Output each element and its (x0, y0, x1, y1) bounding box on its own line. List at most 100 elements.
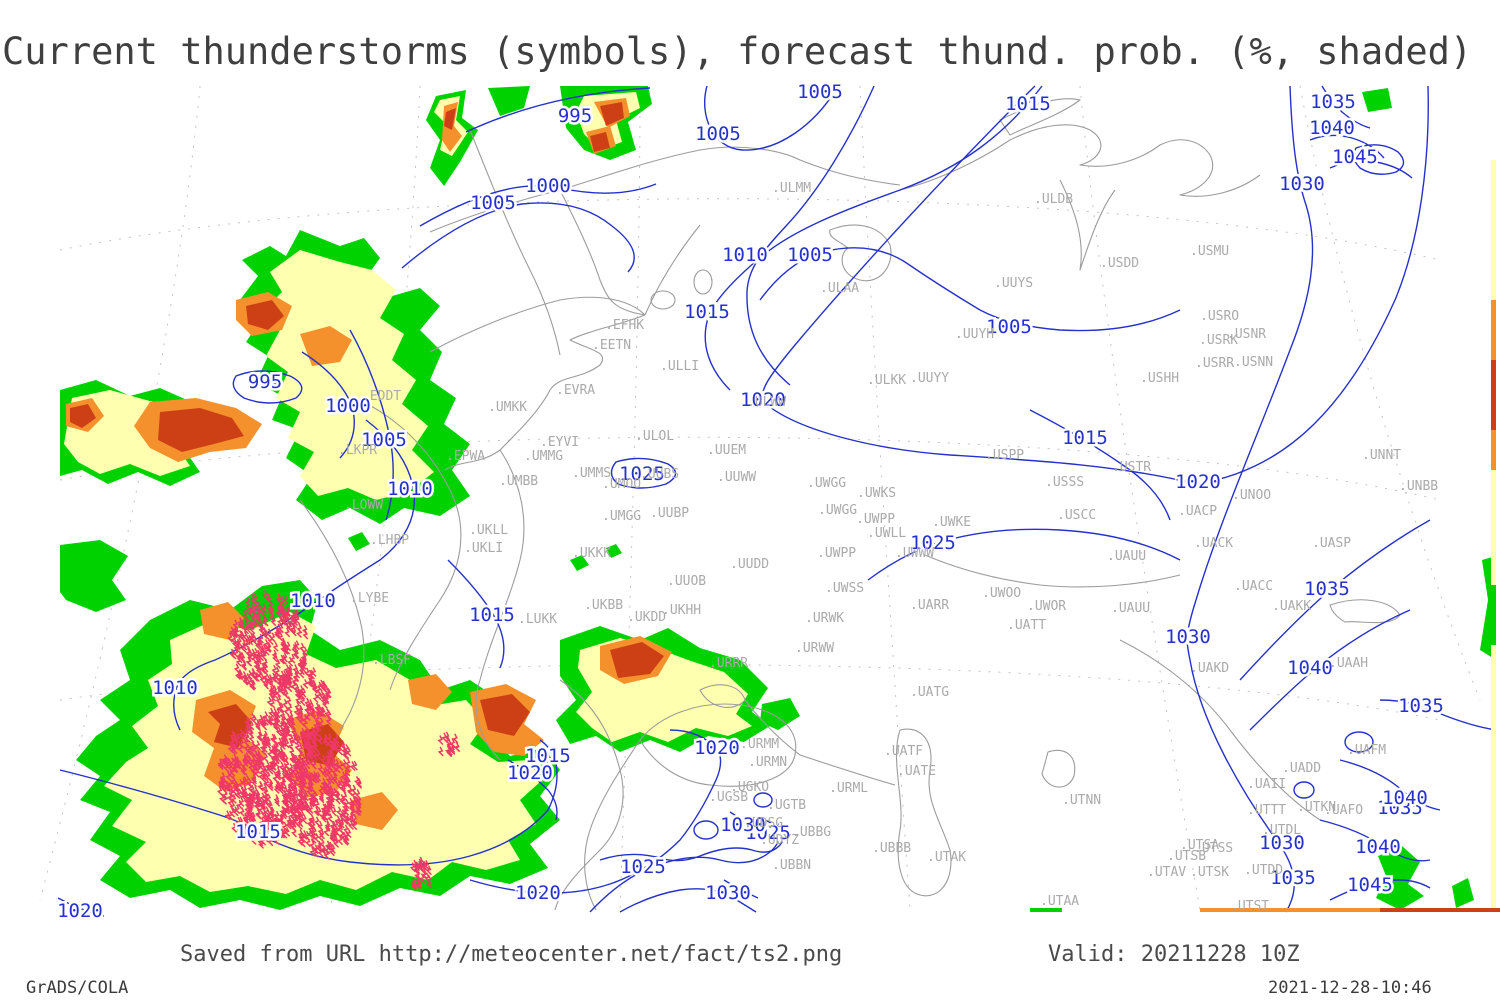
station-id-label: .UMGG (602, 509, 641, 524)
isobar-value-label: 1020 (507, 762, 553, 784)
coastline (693, 269, 713, 295)
isobar-contour (761, 85, 1429, 485)
station-id-label: .UTKN (1297, 800, 1336, 815)
station-id-label: .UWSS (825, 581, 864, 596)
station-id-label: .LHBP (370, 533, 409, 548)
isobar-contour (610, 457, 677, 489)
prob-shade-green (1452, 878, 1474, 908)
coastline (895, 728, 952, 897)
thunderstorm-symbol-cluster (409, 856, 433, 891)
edge-shade-strip-right (1491, 585, 1496, 645)
prob-shade-red (590, 132, 610, 152)
station-id-label: .UMOO (602, 477, 641, 492)
isobar-value-label: 1015 (469, 604, 515, 626)
isobar-contour (1344, 731, 1374, 753)
station-id-label: .UMMG (524, 449, 563, 464)
prob-shade-green (60, 540, 128, 612)
isobar-contour (867, 528, 1181, 581)
station-id-label: .UWGG (807, 476, 846, 491)
station-id-label: .EVRA (556, 383, 595, 398)
prob-shade-red (480, 694, 530, 736)
grads-credit-text: GrADS/COLA (26, 978, 129, 998)
isobar-value-label: 1035 (1304, 578, 1350, 600)
station-id-label: .EYVI (540, 435, 579, 450)
isobar-value-label: 1025 (620, 856, 666, 878)
isobar-value-label: 1045 (1332, 146, 1378, 168)
isobar-contour (507, 759, 558, 821)
isobar-contour (57, 897, 105, 917)
isobar-contour (1309, 134, 1385, 159)
station-id-label: .UATE (897, 764, 936, 779)
isobar-contour (1329, 160, 1413, 179)
prob-shade-yellow (262, 250, 434, 500)
saved-from-url-text: Saved from URL http://meteocenter.net/fa… (180, 942, 843, 967)
station-id-label: .LBSF (372, 653, 411, 668)
prob-shade-green (1362, 88, 1392, 112)
isobar-value-label: 1015 (1005, 93, 1051, 115)
isobar-value-label: 1010 (722, 244, 768, 266)
isobar-value-label: 1035 (1310, 91, 1356, 113)
isobar-value-label: 995 (558, 105, 592, 127)
edge-shade-strip-right (1491, 470, 1496, 585)
station-id-label: .UUEM (707, 443, 746, 458)
isobar-contour (419, 183, 657, 227)
station-id-label: .USNR (1227, 327, 1266, 342)
graticule-line (1079, 85, 1201, 911)
coastline (475, 449, 525, 761)
station-id-label: .UNNT (1362, 448, 1401, 463)
station-id-label: .UKBB (584, 598, 623, 613)
station-id-label: .UNOO (1232, 488, 1271, 503)
station-id-label: .UKKK (572, 546, 611, 561)
isobar-value-label: 1045 (1347, 874, 1393, 896)
isobar-contour (599, 823, 786, 862)
prob-shade-green (488, 86, 530, 116)
isobar-value-label: 1010 (387, 478, 433, 500)
station-id-label: .UUBS (640, 467, 679, 482)
isobar-contour (723, 879, 759, 899)
station-id-label: .UACC (1234, 579, 1273, 594)
station-id-label: .USNN (1234, 355, 1273, 370)
coastline (359, 399, 462, 691)
station-id-label: .UBBN (772, 858, 811, 873)
station-id-label: .USSS (1045, 475, 1084, 490)
isobar-value-label: 1020 (57, 900, 103, 922)
coastline (799, 754, 896, 786)
isobar-value-label: 995 (248, 371, 282, 393)
station-id-label: .UUYH (955, 327, 994, 342)
station-id-label: .UTST (1230, 899, 1269, 914)
isobar-contour (1249, 609, 1411, 731)
prob-shade-green (606, 544, 622, 558)
station-id-label: .USDD (1100, 256, 1139, 271)
prob-shade-green (1376, 846, 1424, 910)
station-id-label: .UACP (1178, 504, 1217, 519)
station-id-label: .UUWW (717, 470, 756, 485)
isobar-value-label: 1020 (515, 882, 561, 904)
isobar-value-label: 1020 (740, 389, 786, 411)
coastline (1059, 179, 1116, 271)
edge-shade-strip-right (1491, 160, 1496, 300)
station-id-label: .UUBP (650, 506, 689, 521)
station-id-label: .UGTB (767, 798, 806, 813)
isobar-value-label: 1005 (695, 123, 741, 145)
station-id-label: .EDDT (362, 389, 401, 404)
station-id-label: .UMBB (499, 474, 538, 489)
isobar-contour (1319, 819, 1431, 862)
prob-shade-green (348, 532, 370, 551)
isobar-value-label: 1030 (720, 814, 766, 836)
graticule-line (59, 664, 1441, 721)
coastline (1329, 599, 1401, 624)
station-id-label: .LUKK (518, 612, 557, 627)
station-id-label: .UAKK (1272, 599, 1311, 614)
thunderstorm-symbol-cluster (282, 733, 363, 860)
station-id-label: .ULOL (635, 429, 674, 444)
thunderstorm-symbol-cluster (437, 731, 461, 758)
coastline (1041, 749, 1076, 788)
prob-shade-orange (352, 792, 398, 830)
isobar-contour (401, 202, 635, 273)
station-id-label: .UTSB (1167, 849, 1206, 864)
edge-shade-strip-right (1491, 300, 1496, 360)
isobar-contour (59, 739, 558, 866)
isobar-contour (1239, 519, 1431, 681)
